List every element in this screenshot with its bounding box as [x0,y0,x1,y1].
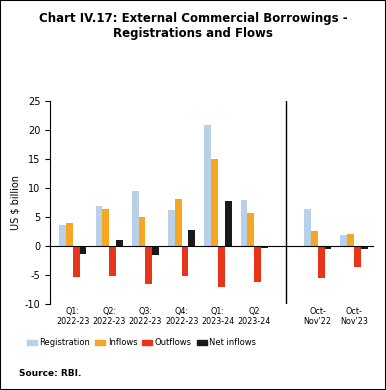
Bar [95,206,102,246]
Bar [73,246,80,277]
Bar [261,246,268,248]
Bar [168,210,175,246]
Bar [80,246,86,254]
Bar [175,199,182,246]
Bar [116,241,123,246]
Bar [188,230,195,246]
Bar [254,246,261,282]
Bar [304,209,311,246]
Bar [66,223,73,246]
Bar [109,246,116,277]
Bar [354,246,361,266]
Bar [204,124,211,246]
Bar [211,160,218,246]
Bar [182,246,188,277]
Text: Source: RBI.: Source: RBI. [19,369,82,378]
Bar [240,200,247,246]
Bar [347,234,354,246]
Y-axis label: US $ billion: US $ billion [10,175,20,230]
Bar [132,191,139,246]
Bar [318,246,325,278]
Bar [59,225,66,246]
Bar [361,246,367,249]
Bar [340,235,347,246]
Bar [218,246,225,287]
Bar [139,217,146,246]
Text: Chart IV.17: External Commercial Borrowings -
Registrations and Flows: Chart IV.17: External Commercial Borrowi… [39,12,347,40]
Legend: Registration, Inflows, Outflows, Net inflows: Registration, Inflows, Outflows, Net inf… [24,335,260,351]
Bar [325,246,331,249]
Bar [102,209,109,246]
Bar [225,201,232,246]
Bar [146,246,152,284]
Bar [152,246,159,255]
Bar [247,213,254,246]
Bar [311,230,318,246]
